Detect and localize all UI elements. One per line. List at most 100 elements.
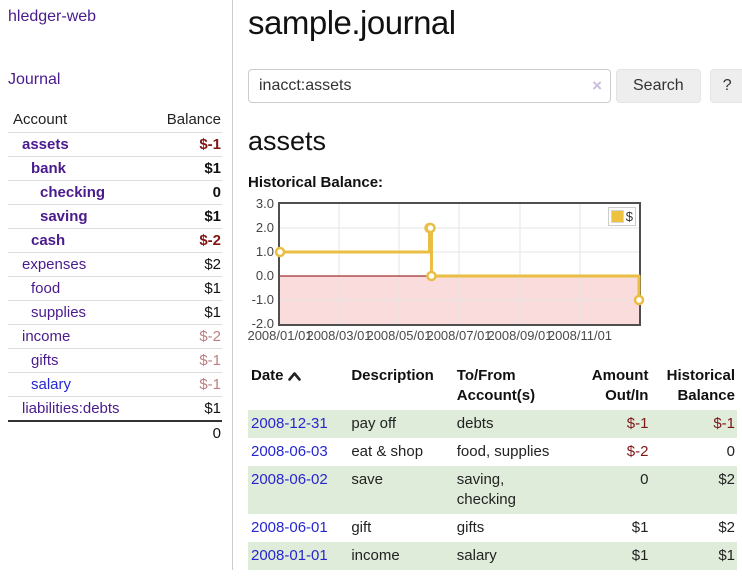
transaction-row: 2008-12-31 pay off debts $-1 $-1 (248, 409, 737, 438)
account-balance: $-1 (146, 348, 222, 373)
clear-search-icon[interactable]: × (592, 75, 602, 95)
transaction-balance: $1 (718, 546, 735, 564)
transaction-amount: $-1 (626, 414, 649, 432)
account-balance: $1 (146, 276, 222, 301)
transaction-row: 2008-06-01 gift gifts $1 $2 (248, 514, 737, 542)
transaction-amount: 0 (640, 470, 649, 488)
x-tick-label: 2008/09/01 (487, 327, 553, 343)
chart-plot-area: $ (274, 201, 645, 326)
account-balance: $-1 (146, 372, 222, 397)
transaction-balance: $-1 (713, 414, 735, 432)
transaction-accounts: salary (456, 546, 497, 564)
transaction-description: eat & shop (351, 442, 424, 460)
transaction-date-link[interactable]: 2008-01-01 (251, 546, 328, 564)
x-tick-label: 2008/07/01 (426, 327, 492, 343)
account-balance: $2 (146, 252, 222, 277)
y-tick-label: 3.0 (255, 195, 274, 211)
account-row: expenses $2 (8, 252, 222, 277)
account-link-salary[interactable]: salary (31, 376, 72, 393)
register-header-balance: Historical Balance (666, 366, 735, 404)
transaction-date-link[interactable]: 2008-06-02 (251, 470, 328, 488)
brand: hledger-web (8, 8, 222, 26)
brand-link[interactable]: hledger-web (8, 8, 97, 25)
account-row: gifts $-1 (8, 348, 222, 373)
register-header-date[interactable]: Date (248, 362, 343, 410)
legend-swatch (610, 209, 624, 223)
transaction-description: income (351, 546, 400, 564)
account-link-liabilities-debts[interactable]: liabilities:debts (22, 400, 120, 417)
account-link-supplies[interactable]: supplies (31, 304, 87, 321)
historical-balance-chart: 3.0 2.0 1.0 0.0 -1.0 -2.0 $ 2008/01/01 2008/03… (247, 196, 742, 346)
transaction-description: save (351, 470, 383, 488)
account-row: food $1 (8, 276, 222, 301)
account-link-expenses[interactable]: expenses (22, 256, 87, 273)
register-header-description: Description (351, 366, 434, 384)
register-header-tofrom: To/From Account(s) (456, 366, 536, 404)
accounts-total-row: 0 (8, 420, 222, 445)
register-header-amount: Amount Out/In (591, 366, 649, 404)
account-balance: $1 (146, 156, 222, 181)
transaction-date-link[interactable]: 2008-06-01 (251, 518, 328, 536)
sidebar: hledger-web Journal Account Balance asse… (0, 0, 233, 570)
journal-link[interactable]: Journal (8, 71, 61, 88)
accounts-header-balance: Balance (166, 111, 221, 128)
account-link-income[interactable]: income (22, 328, 71, 345)
account-link-gifts[interactable]: gifts (31, 352, 59, 369)
account-balance: $1 (146, 204, 222, 229)
y-tick-label: 0.0 (255, 267, 274, 283)
legend-label: $ (625, 208, 633, 224)
account-row: cash $-2 (8, 228, 222, 253)
account-link-food[interactable]: food (31, 280, 61, 297)
transaction-balance: 0 (726, 442, 735, 460)
x-tick-label: 2008/03/01 (306, 327, 372, 343)
main-content: sample.journal × Search ? assets Histori… (233, 0, 742, 570)
account-row: saving $1 (8, 204, 222, 229)
transaction-balance: $2 (718, 518, 735, 536)
transaction-description: pay off (351, 414, 397, 432)
transaction-accounts: food, supplies (456, 442, 550, 460)
sort-ascending-icon (287, 367, 301, 387)
register-table: Date Description To/From Account(s) Amou… (248, 362, 737, 570)
transaction-row: 2008-06-02 save saving, checking 0 $2 (248, 465, 737, 514)
account-link-saving[interactable]: saving (40, 208, 88, 225)
account-row: supplies $1 (8, 300, 222, 325)
account-balance: $1 (146, 300, 222, 325)
account-row: income $-2 (8, 324, 222, 349)
account-link-cash[interactable]: cash (31, 232, 66, 249)
y-tick-label: -2.0 (251, 315, 274, 331)
transaction-amount: $-2 (626, 442, 649, 460)
app-layout: hledger-web Journal Account Balance asse… (0, 0, 742, 570)
transaction-row: 2008-06-03 eat & shop food, supplies $-2 0 (248, 438, 737, 466)
search-form: × Search ? (248, 68, 742, 103)
account-link-assets[interactable]: assets (22, 136, 69, 153)
account-balance: $-1 (146, 132, 222, 157)
account-balance: $-2 (146, 324, 222, 349)
account-link-checking[interactable]: checking (40, 184, 106, 201)
account-link-bank[interactable]: bank (31, 160, 67, 177)
chart-x-axis: 2008/01/01 2008/03/01 2008/05/01 2008/07/01… (247, 327, 742, 346)
help-button[interactable]: ? (709, 68, 742, 103)
chart-y-axis: 3.0 2.0 1.0 0.0 -1.0 -2.0 (248, 196, 278, 330)
y-tick-label: 1.0 (255, 243, 274, 259)
y-tick-label: -1.0 (251, 291, 274, 307)
transaction-accounts: saving, checking (456, 470, 516, 508)
nav-journal: Journal (8, 71, 222, 89)
account-heading: assets (248, 125, 327, 156)
chart-title: Historical Balance: (248, 173, 384, 191)
transaction-date-link[interactable]: 2008-12-31 (251, 414, 328, 432)
search-button[interactable]: Search (616, 68, 701, 103)
transaction-description: gift (351, 518, 372, 536)
transaction-amount: $1 (631, 546, 649, 564)
x-tick-label: 2008/11/01 (547, 327, 613, 343)
x-tick-label: 2008/05/01 (366, 327, 432, 343)
account-balance: $-2 (146, 228, 222, 253)
account-row: bank $1 (8, 156, 222, 181)
y-tick-label: 2.0 (255, 219, 274, 235)
transaction-date-link[interactable]: 2008-06-03 (251, 442, 328, 460)
transaction-accounts: debts (456, 414, 494, 432)
search-input[interactable] (248, 68, 611, 103)
account-balance: $1 (146, 396, 222, 421)
transaction-balance: $2 (718, 470, 735, 488)
page-title: sample.journal (248, 4, 456, 41)
account-row: liabilities:debts $1 (8, 396, 222, 421)
